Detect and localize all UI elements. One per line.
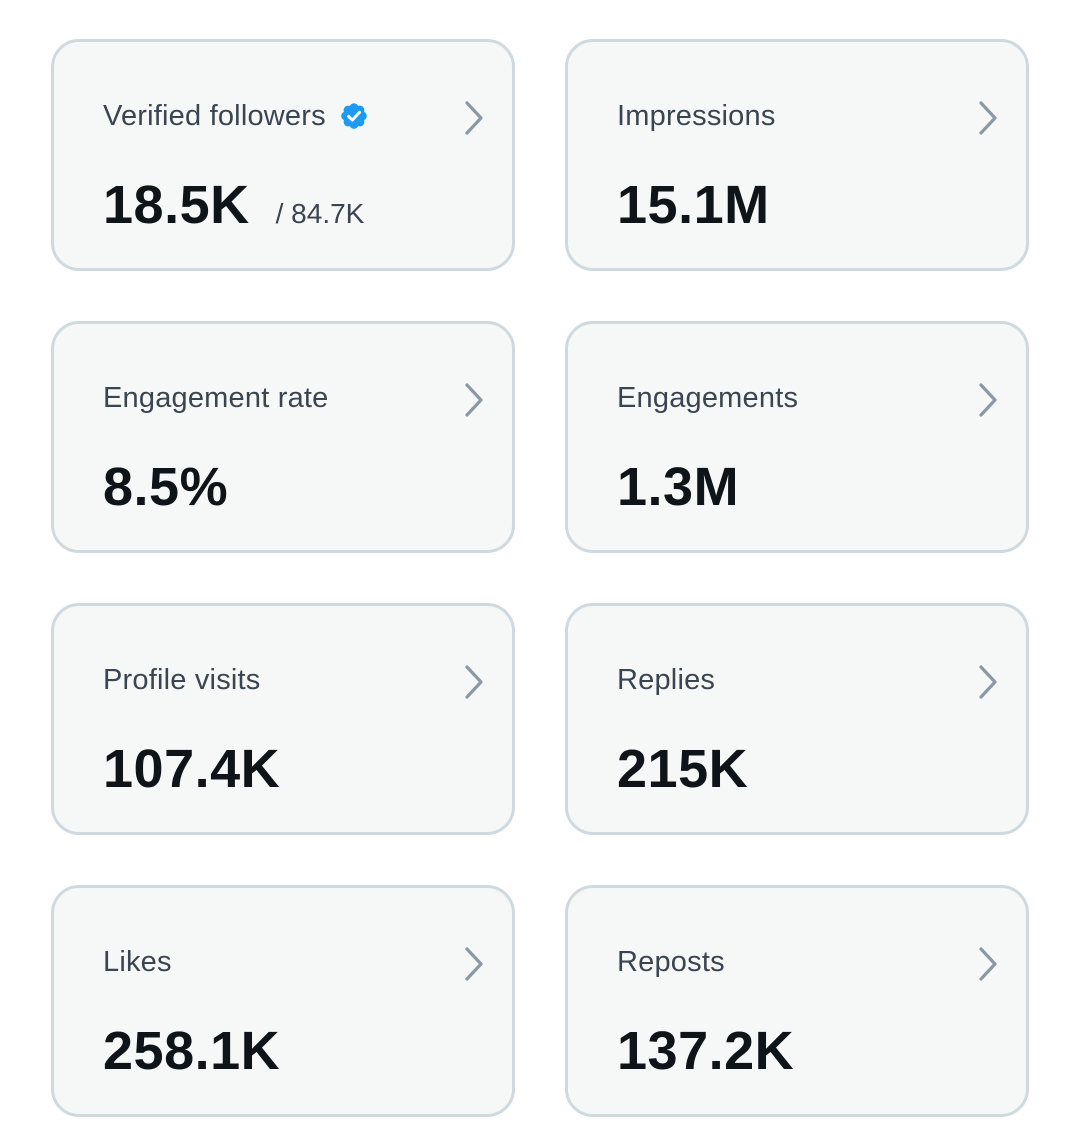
chevron-right-icon[interactable] [462,382,486,418]
metric-label: Engagement rate [103,381,329,414]
metric-value: 107.4K [103,739,281,799]
metric-card-engagement-rate[interactable]: Engagement rate 8.5% [51,321,515,553]
verified-badge-icon [341,103,367,129]
metric-label-row: Impressions [617,96,776,136]
chevron-right-icon[interactable] [976,100,1000,136]
metric-label-row: Likes [103,942,172,982]
metric-value: 15.1M [617,175,770,235]
chevron-right-icon[interactable] [462,100,486,136]
metric-card-likes[interactable]: Likes 258.1K [51,885,515,1117]
chevron-right-icon[interactable] [976,664,1000,700]
metric-value-row: 107.4K [103,738,280,800]
chevron-right-icon[interactable] [976,946,1000,982]
metric-value: 18.5K [103,175,250,235]
metric-value-row: 8.5% [103,456,228,518]
chevron-right-icon[interactable] [976,382,1000,418]
metric-value: 137.2K [617,1021,795,1081]
metric-label: Engagements [617,381,799,414]
metric-value-row: 15.1M [617,174,770,236]
metric-subvalue: / 84.7K [275,198,365,229]
metric-card-profile-visits[interactable]: Profile visits 107.4K [51,603,515,835]
metric-label-row: Reposts [617,942,725,982]
metric-card-verified-followers[interactable]: Verified followers 18.5K / 84.7K [51,39,515,271]
metric-label-row: Verified followers [103,96,369,136]
metric-value-row: 258.1K [103,1020,280,1082]
metric-label: Reposts [617,945,725,978]
metric-label-row: Profile visits [103,660,261,700]
metric-label: Profile visits [103,663,261,696]
metric-value-row: 1.3M [617,456,739,518]
metric-label-row: Engagements [617,378,798,418]
metric-label: Replies [617,663,716,696]
metric-value-row: 137.2K [617,1020,794,1082]
metric-value-row: 215K [617,738,748,800]
metric-card-impressions[interactable]: Impressions 15.1M [565,39,1029,271]
chevron-right-icon[interactable] [462,946,486,982]
metric-label: Verified followers [103,99,326,132]
metric-card-replies[interactable]: Replies 215K [565,603,1029,835]
metric-value: 258.1K [103,1021,281,1081]
metric-label-row: Replies [617,660,715,700]
metrics-grid: Verified followers 18.5K / 84.7K Impress… [51,39,1029,1117]
metric-value-row: 18.5K / 84.7K [103,174,364,236]
metric-label: Likes [103,945,172,978]
metric-label: Impressions [617,99,776,132]
chevron-right-icon[interactable] [462,664,486,700]
metric-label-row: Engagement rate [103,378,328,418]
metric-value: 8.5% [103,457,229,517]
metric-value: 215K [617,739,749,799]
metric-card-reposts[interactable]: Reposts 137.2K [565,885,1029,1117]
metric-card-engagements[interactable]: Engagements 1.3M [565,321,1029,553]
metric-value: 1.3M [617,457,740,517]
